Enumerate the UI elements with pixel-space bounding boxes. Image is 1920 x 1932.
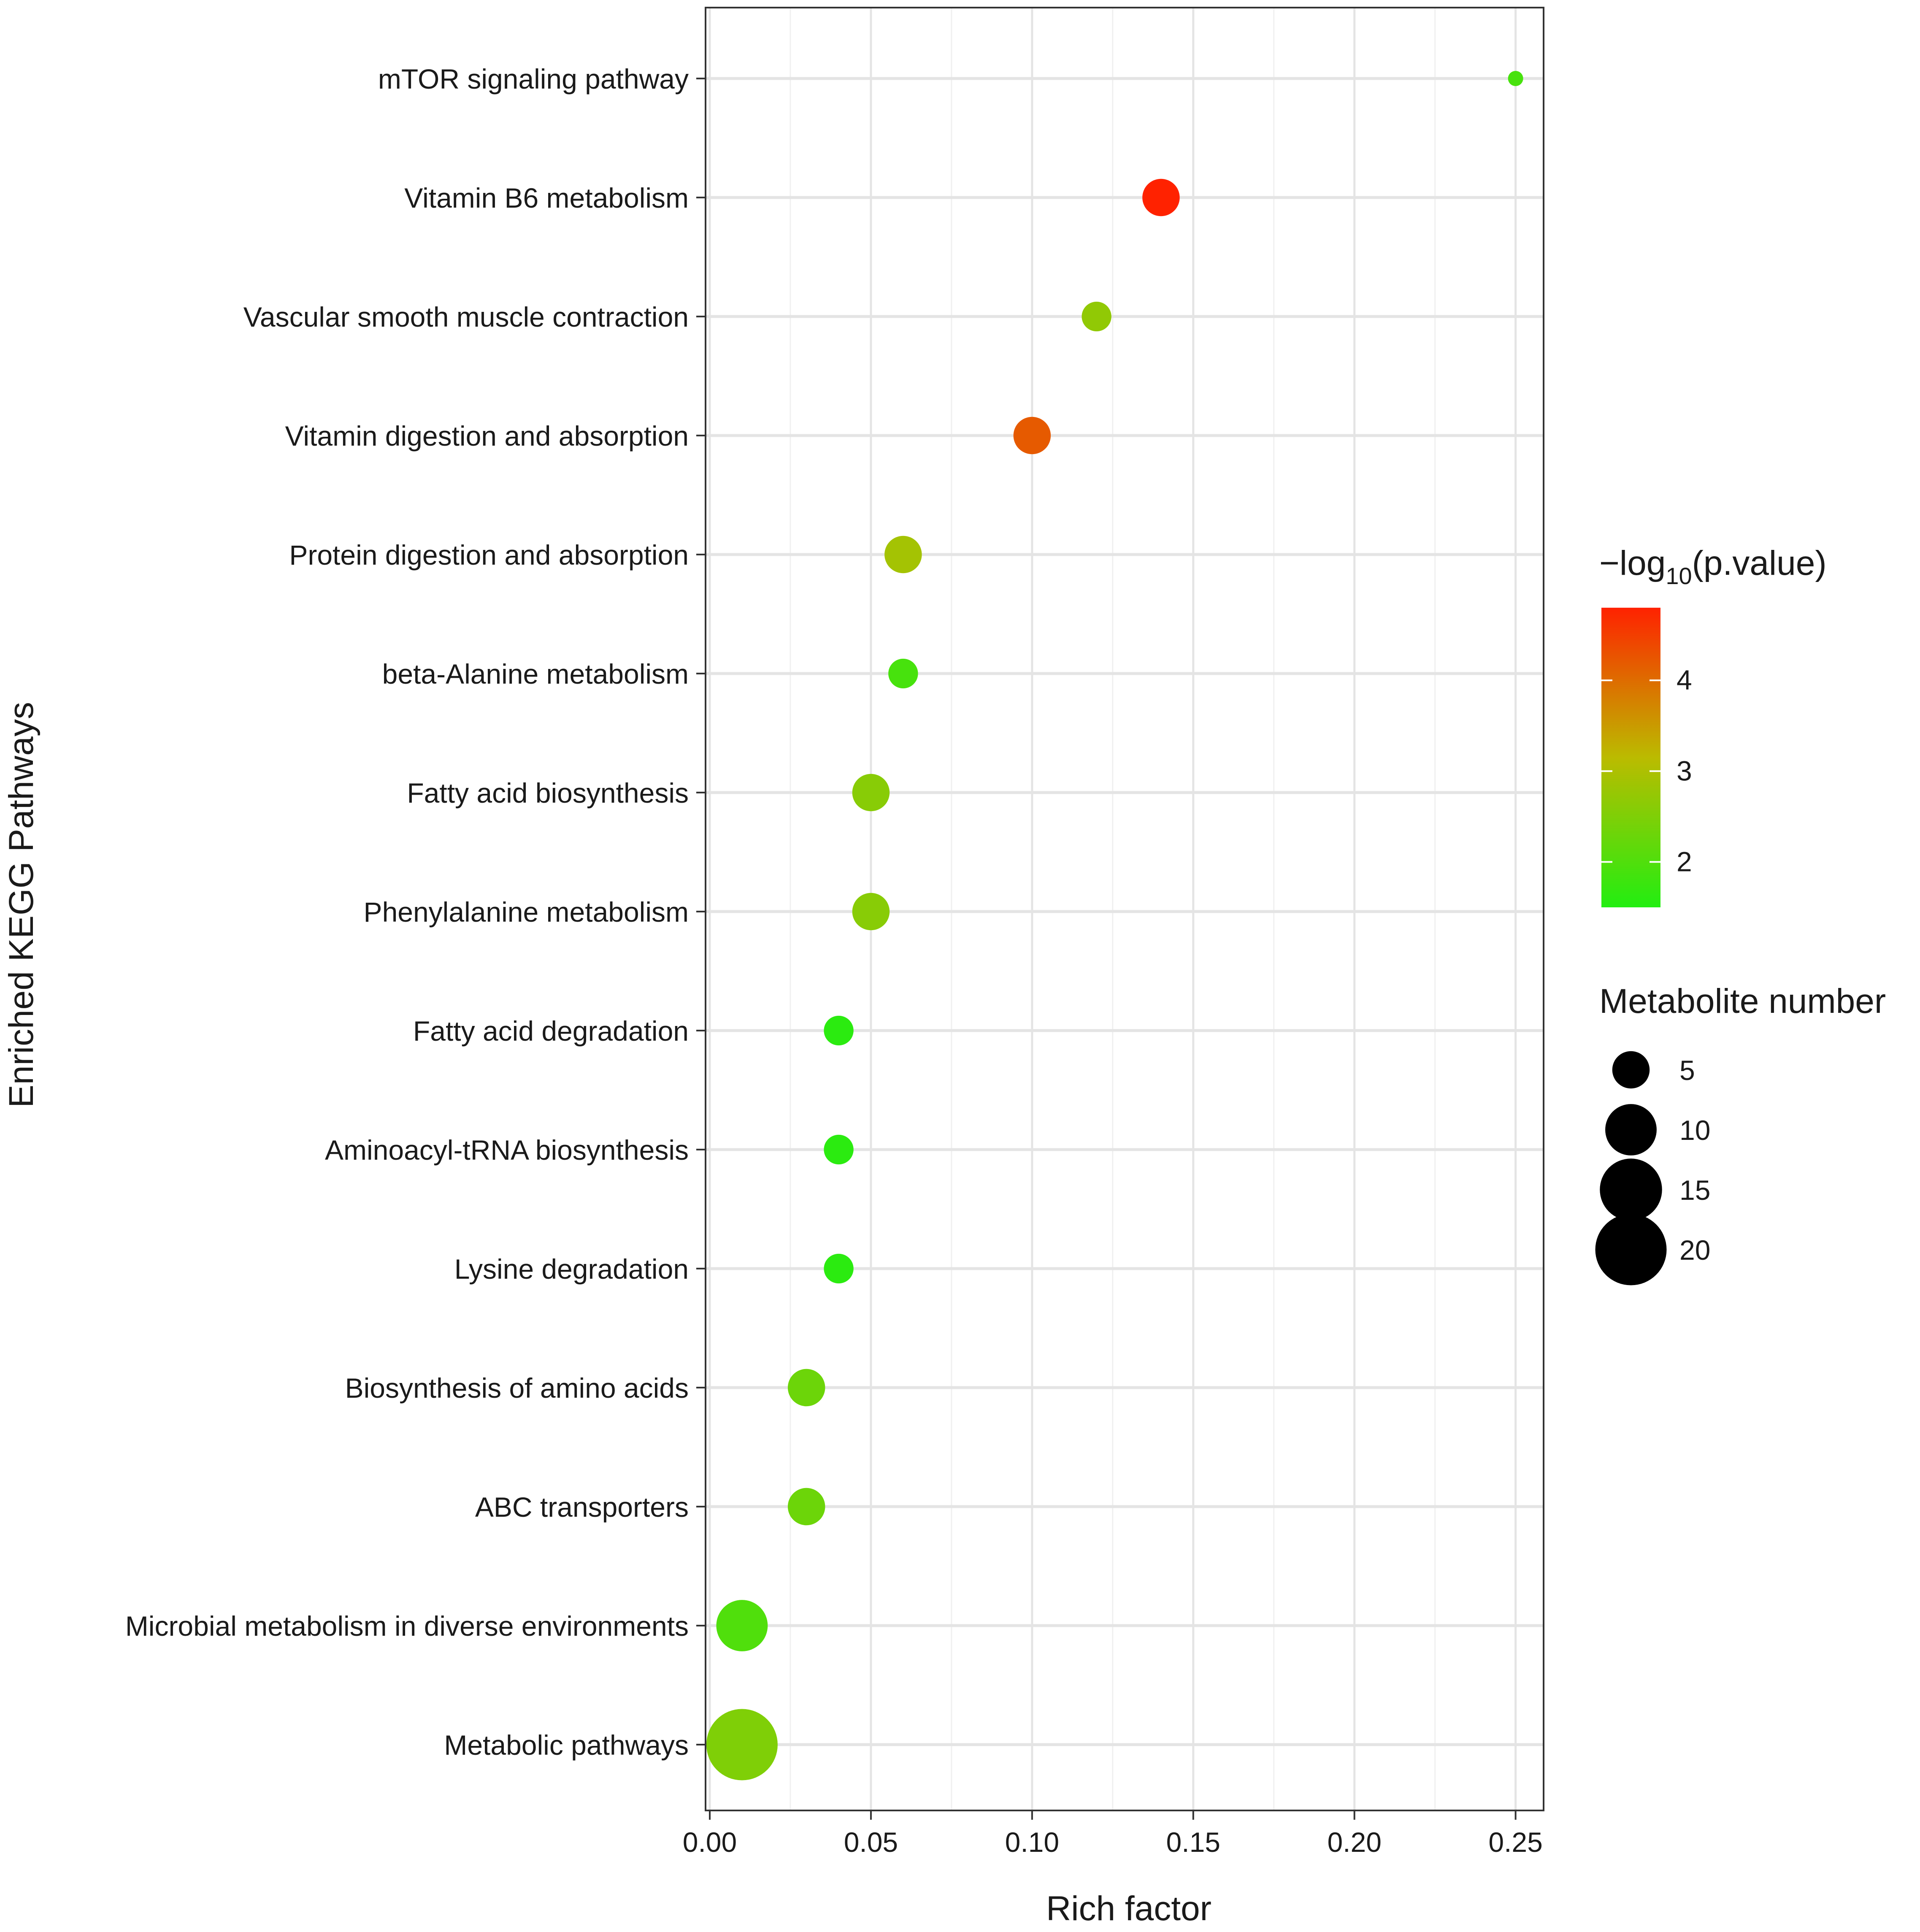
color-legend: −log10(p.value) 2 3 4 bbox=[1599, 544, 1827, 907]
data-point bbox=[1142, 179, 1180, 216]
size-legend-label: 15 bbox=[1679, 1174, 1710, 1206]
data-point bbox=[787, 1488, 825, 1526]
category-label: Lysine degradation bbox=[454, 1253, 689, 1285]
grid-lines bbox=[706, 8, 1544, 1810]
category-label: ABC transporters bbox=[475, 1491, 689, 1523]
size-legend-keys: 5 10 15 20 bbox=[1595, 1051, 1710, 1285]
data-point bbox=[787, 1369, 825, 1407]
color-legend-tick-label: 2 bbox=[1677, 846, 1692, 877]
color-legend-tick-label: 3 bbox=[1677, 755, 1692, 786]
data-point bbox=[852, 774, 890, 812]
x-tick-label: 0.10 bbox=[1005, 1826, 1059, 1858]
x-axis: 0.00 0.05 0.10 0.15 0.20 0.25 bbox=[683, 1810, 1543, 1858]
category-label: Microbial metabolism in diverse environm… bbox=[125, 1610, 689, 1642]
size-legend-label: 10 bbox=[1679, 1115, 1710, 1146]
data-points bbox=[706, 71, 1523, 1780]
category-label: Aminoacyl-tRNA biosynthesis bbox=[325, 1134, 689, 1166]
color-legend-title-prefix: −log bbox=[1599, 544, 1666, 582]
data-point bbox=[824, 1253, 854, 1284]
x-tick-label: 0.20 bbox=[1327, 1826, 1381, 1858]
data-point bbox=[884, 536, 922, 574]
x-tick-label: 0.15 bbox=[1166, 1826, 1220, 1858]
data-point bbox=[852, 893, 890, 931]
x-tick-label: 0.25 bbox=[1488, 1826, 1542, 1858]
data-point bbox=[1082, 301, 1111, 332]
data-point bbox=[824, 1134, 854, 1165]
color-legend-title-subscript: 10 bbox=[1666, 563, 1692, 589]
size-legend-key bbox=[1605, 1104, 1657, 1155]
data-point bbox=[706, 1709, 778, 1780]
data-point bbox=[716, 1600, 768, 1651]
category-label: Phenylalanine metabolism bbox=[364, 896, 689, 928]
category-label: Protein digestion and absorption bbox=[289, 539, 689, 571]
category-label: Fatty acid biosynthesis bbox=[407, 777, 689, 809]
size-legend-label: 5 bbox=[1679, 1055, 1695, 1086]
category-label: mTOR signaling pathway bbox=[378, 63, 689, 95]
size-legend-label: 20 bbox=[1679, 1234, 1710, 1266]
color-legend-title-suffix: (p.value) bbox=[1692, 544, 1827, 582]
data-point bbox=[888, 658, 918, 689]
y-axis: mTOR signaling pathway Vitamin B6 metabol… bbox=[125, 63, 706, 1761]
size-legend-key bbox=[1595, 1214, 1667, 1285]
x-tick-label: 0.05 bbox=[844, 1826, 898, 1858]
color-gradient-bar bbox=[1601, 608, 1660, 907]
color-legend-ticks: 2 3 4 bbox=[1601, 664, 1692, 877]
size-legend-key bbox=[1600, 1158, 1662, 1221]
category-label: Vitamin digestion and absorption bbox=[285, 420, 689, 452]
category-label: Vascular smooth muscle contraction bbox=[243, 301, 689, 333]
category-label: Fatty acid degradation bbox=[413, 1015, 689, 1047]
x-tick-label: 0.00 bbox=[683, 1826, 737, 1858]
y-axis-title: Enriched KEGG Pathways bbox=[2, 702, 41, 1108]
color-legend-title: −log10(p.value) bbox=[1599, 544, 1827, 589]
category-label: Vitamin B6 metabolism bbox=[404, 182, 689, 214]
color-legend-tick-label: 4 bbox=[1677, 664, 1692, 695]
plot-panel-border bbox=[705, 7, 1544, 1811]
category-label: beta-Alanine metabolism bbox=[382, 658, 689, 690]
category-label: Biosynthesis of amino acids bbox=[345, 1372, 689, 1404]
data-point bbox=[824, 1015, 854, 1046]
data-point bbox=[1013, 417, 1051, 455]
x-axis-title: Rich factor bbox=[1046, 1889, 1211, 1928]
category-label: Metabolic pathways bbox=[444, 1729, 689, 1761]
size-legend-key bbox=[1612, 1051, 1650, 1089]
size-legend: Metabolite number 5 10 15 20 bbox=[1595, 982, 1886, 1285]
size-legend-title: Metabolite number bbox=[1599, 982, 1886, 1020]
data-point bbox=[1508, 71, 1523, 86]
